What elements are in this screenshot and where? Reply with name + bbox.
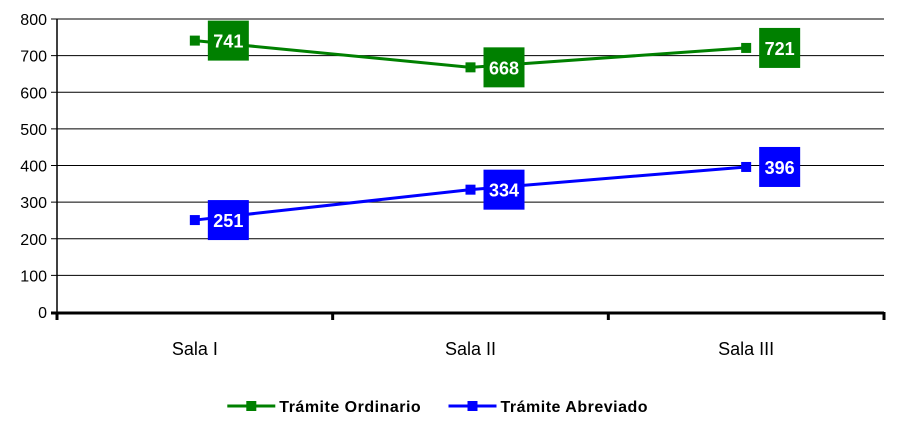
- series-layer: [189, 35, 752, 226]
- data-label-box: [759, 27, 801, 68]
- data-label: 721: [765, 39, 795, 59]
- data-labels: 741 668 721 251 334 396: [207, 20, 801, 241]
- data-point: [465, 184, 476, 195]
- data-label-box: [207, 200, 249, 241]
- gridlines: [57, 18, 884, 276]
- data-label: 251: [213, 211, 243, 231]
- data-point: [741, 161, 752, 172]
- y-axis: 0 100 200 300 400 500 600 700 800: [20, 12, 58, 322]
- x-axis: Sala I Sala II Sala III: [51, 311, 886, 359]
- data-label: 334: [489, 181, 519, 201]
- y-tick-label: 600: [20, 85, 47, 102]
- data-label: 396: [765, 158, 795, 178]
- data-label: 741: [213, 32, 243, 52]
- data-point: [189, 215, 200, 226]
- y-tick-label: 500: [20, 122, 47, 139]
- data-label-box: [759, 146, 801, 187]
- x-tick-label: Sala II: [445, 339, 496, 359]
- data-label-box: [207, 20, 249, 61]
- y-tick-label: 400: [20, 159, 47, 176]
- legend-label: Trámite Ordinario: [279, 399, 421, 416]
- y-tick-label: 700: [20, 49, 47, 66]
- legend-item: Trámite Abreviado: [448, 399, 649, 416]
- data-label: 668: [489, 58, 519, 78]
- y-tick-label: 100: [20, 268, 47, 285]
- x-tick-label: Sala I: [172, 339, 218, 359]
- legend-marker: [246, 401, 257, 411]
- data-point: [741, 42, 752, 53]
- y-tick-label: 200: [20, 232, 47, 249]
- y-tick-label: 300: [20, 195, 47, 212]
- data-label-box: [483, 47, 525, 88]
- y-tick-label: 0: [38, 305, 47, 322]
- data-point: [465, 62, 476, 73]
- legend-label: Trámite Abreviado: [501, 399, 649, 416]
- legend-marker: [467, 401, 478, 411]
- y-tick-label: 800: [20, 12, 47, 29]
- x-tick-label: Sala III: [718, 339, 774, 359]
- legend: Trámite Ordinario Trámite Abreviado: [227, 399, 648, 416]
- data-point: [189, 35, 200, 46]
- data-label-box: [483, 169, 525, 210]
- legend-item: Trámite Ordinario: [227, 399, 421, 416]
